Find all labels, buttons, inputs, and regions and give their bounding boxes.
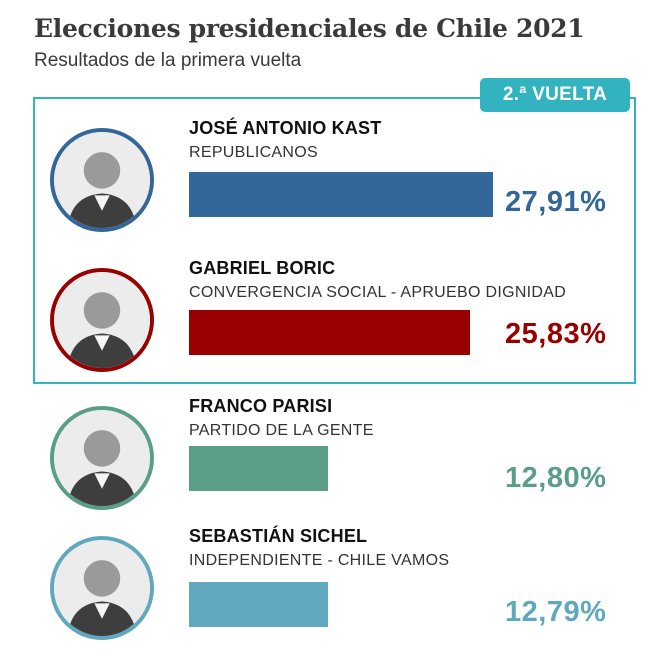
candidate-name: GABRIEL BORIC [189,258,336,278]
candidate-name: SEBASTIÁN SICHEL [189,526,368,546]
candidate-photo-icon [50,536,154,640]
candidate-photo-icon [50,268,154,372]
vote-share-label: 12,79% [505,596,607,628]
vote-share-label: 12,80% [505,462,607,494]
candidate-party: PARTIDO DE LA GENTE [189,422,374,439]
vote-share-bar [189,310,470,355]
vote-share-label: 25,83% [505,318,607,350]
vote-share-label: 27,91% [505,186,607,218]
vote-share-bar [189,172,493,217]
chart-subtitle: Resultados de la primera vuelta [34,50,302,71]
candidate-photo-icon [50,128,154,232]
candidate-name: JOSÉ ANTONIO KAST [189,118,382,138]
second-round-badge: 2.ª VUELTA [480,78,630,112]
chart-title: Elecciones presidenciales de Chile 2021 [34,14,585,43]
vote-share-bar [189,582,328,627]
candidate-party: REPUBLICANOS [189,144,318,161]
candidate-photo-icon [50,406,154,510]
candidate-name: FRANCO PARISI [189,396,333,416]
second-round-highlight-box [33,97,636,384]
candidate-party: INDEPENDIENTE - CHILE VAMOS [189,552,450,569]
vote-share-bar [189,446,328,491]
candidate-party: CONVERGENCIA SOCIAL - APRUEBO DIGNIDAD [189,284,567,301]
